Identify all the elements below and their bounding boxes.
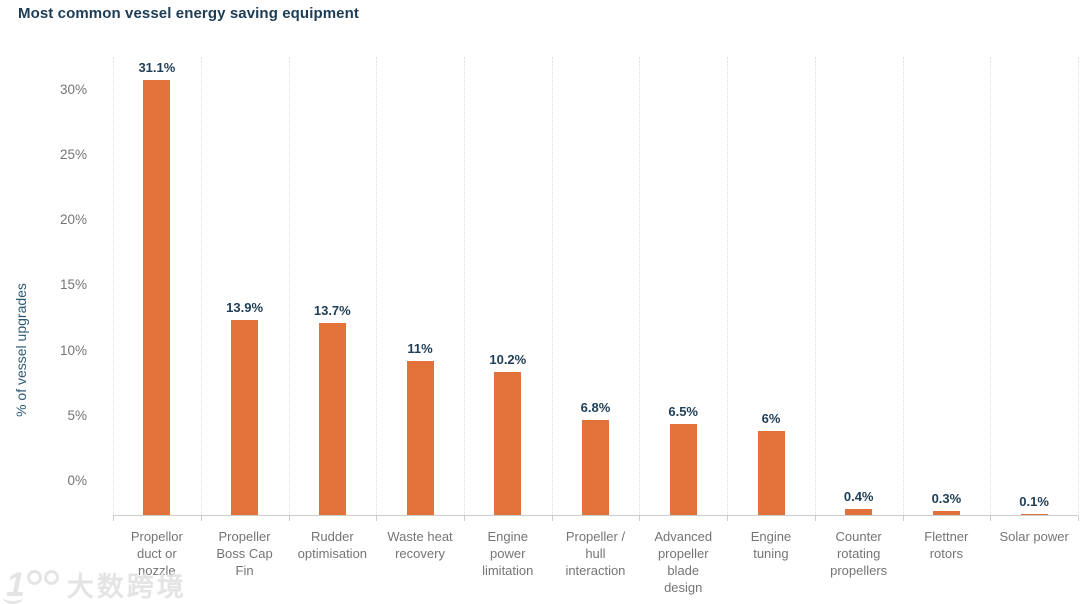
x-axis-tick	[113, 516, 114, 521]
bar-engine-tuning	[757, 431, 785, 515]
x-axis-tick	[463, 516, 465, 521]
watermark-logo-swoosh	[3, 591, 23, 604]
category-label: Engine tuning	[750, 529, 792, 561]
x-axis-tick	[288, 516, 290, 521]
bar-value-label: 0.4%	[843, 489, 874, 505]
y-axis-tick-label: 5%	[67, 407, 87, 423]
category-label: Propeller / hull interaction	[565, 529, 626, 578]
bar-rudder-optimisation	[318, 323, 346, 515]
gridline-vertical	[200, 57, 202, 515]
x-axis-tick	[639, 516, 641, 521]
bar-value-label: 10.2%	[489, 352, 527, 368]
x-axis-line	[113, 515, 1078, 516]
gridline-vertical	[1078, 57, 1079, 515]
y-axis-tick-label: 20%	[59, 212, 87, 228]
bar-value-label: 31.1%	[138, 59, 176, 75]
category-label: Advanced propeller blade design	[654, 529, 713, 595]
y-axis-tick-label: 25%	[59, 147, 87, 162]
chart-title: Most common vessel energy saving equipme…	[18, 5, 359, 22]
y-axis-tick-label: 30%	[59, 81, 87, 97]
x-axis-tick	[551, 516, 553, 521]
gridline-vertical	[113, 57, 114, 515]
bar-flettner-rotors	[932, 510, 960, 515]
category-label: Engine power limitation	[482, 529, 534, 578]
gridline-vertical	[639, 57, 641, 515]
watermark: 1 大数跨境	[3, 568, 187, 604]
bar-engine-power-limitation	[494, 372, 522, 515]
bar-propeller-hull-interaction	[582, 419, 609, 515]
gridline-vertical	[814, 57, 816, 515]
x-axis-tick	[200, 516, 202, 521]
y-axis-tick-label: 0%	[67, 473, 87, 488]
bar-propellor-duct-or-nozzle	[143, 79, 171, 515]
gridline-vertical	[727, 57, 729, 515]
category-label: Propellor duct or nozzle	[130, 529, 183, 578]
bar-counter-rotating-propellers	[845, 509, 873, 515]
bar-value-label: 6.5%	[668, 404, 698, 419]
bar-value-label: 13.9%	[226, 300, 264, 316]
watermark-logo-circle	[26, 570, 42, 585]
watermark-logo-circle	[43, 570, 59, 585]
x-axis-tick	[376, 516, 378, 521]
gridline-vertical	[902, 57, 904, 515]
category-label: Solar power	[999, 529, 1069, 544]
category-label: Propeller Boss Cap Fin	[216, 529, 273, 578]
y-axis-tick-label: 10%	[59, 342, 87, 358]
gridline-vertical	[990, 57, 992, 515]
gridline-vertical	[463, 57, 465, 515]
bar-waste-heat-recovery	[406, 361, 434, 515]
x-axis-tick	[1078, 516, 1079, 521]
bar-value-label: 13.7%	[313, 303, 351, 319]
category-label: Flettner rotors	[924, 529, 969, 561]
bar-value-label: 11%	[407, 341, 433, 356]
category-label: Counter rotating propellers	[830, 529, 888, 578]
bar-solar-power	[1020, 513, 1048, 515]
x-axis-tick	[727, 516, 729, 521]
watermark-brand-text: 大数跨境	[66, 572, 187, 602]
bar-value-label: 6.8%	[580, 399, 611, 415]
bar-value-label: 0.3%	[931, 490, 962, 506]
category-label: Rudder optimisation	[297, 529, 368, 561]
bar-value-label: 6%	[761, 411, 781, 426]
category-label: Waste heat recovery	[387, 529, 453, 561]
y-axis-tick-label: 15%	[59, 277, 87, 293]
bar-value-label: 0.1%	[1019, 493, 1049, 509]
bar-propeller-boss-cap-fin	[231, 320, 259, 515]
x-axis-tick	[814, 516, 816, 521]
x-axis-tick	[902, 516, 904, 521]
gridline-vertical	[551, 57, 553, 515]
gridline-vertical	[376, 57, 378, 515]
gridline-vertical	[288, 57, 290, 515]
bar-advanced-propeller-blade-design	[669, 424, 697, 515]
watermark-logo-icon: 1	[3, 568, 59, 604]
x-axis-tick	[990, 516, 992, 521]
